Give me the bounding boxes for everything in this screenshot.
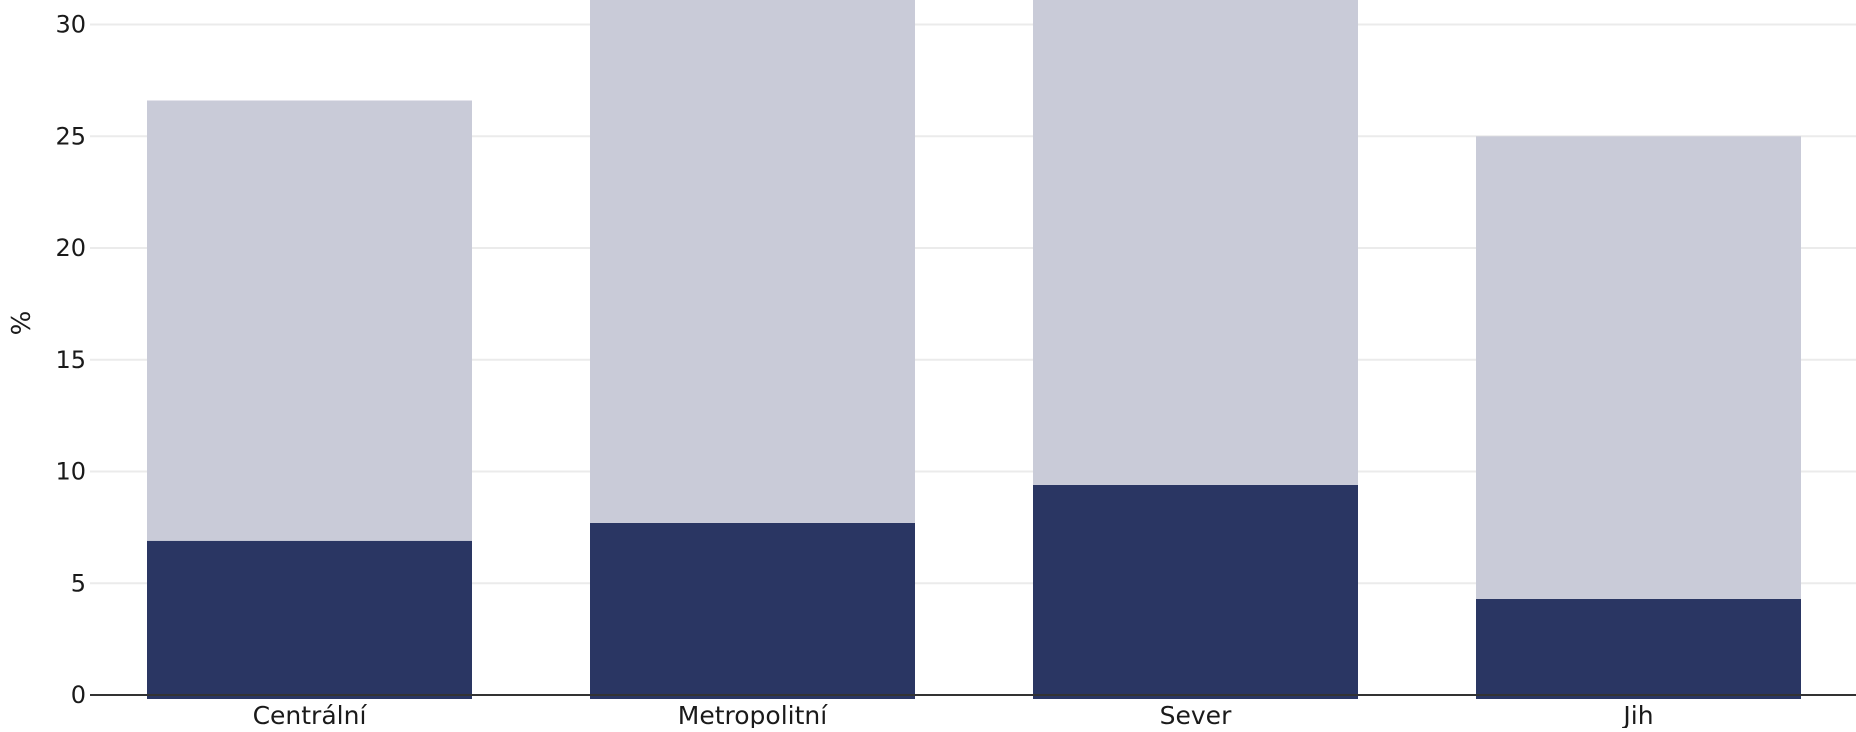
y-tick-label: 0 [71, 681, 86, 709]
x-category-label: Jih [1621, 701, 1653, 728]
bar-segment-1 [147, 540, 472, 699]
axes: 0 5 10 15 20 25 30 Centrální Metropolitní Sever Ji… [55, 11, 1856, 730]
y-tick-label: 30 [55, 11, 86, 39]
bar-segment-2 [1476, 136, 1801, 599]
x-category-label: Metropolitní [678, 701, 828, 728]
bar-segment-1 [590, 522, 915, 699]
y-axis-label: % [7, 311, 37, 336]
y-tick-label: 10 [55, 458, 86, 486]
bar-segment-1 [1476, 598, 1801, 699]
y-tick-label: 20 [55, 234, 86, 262]
y-tick-label: 25 [55, 122, 86, 150]
bar-segment-2 [590, 0, 915, 523]
bar-segment-1 [1033, 484, 1358, 699]
y-tick-label: 15 [55, 346, 86, 374]
y-tick-label: 5 [71, 569, 86, 597]
bar-segment-2 [1033, 0, 1358, 485]
bar-segment-2 [147, 100, 472, 541]
x-category-label: Centrální [253, 701, 368, 728]
bars [147, 0, 1801, 699]
x-category-label: Sever [1160, 701, 1232, 728]
